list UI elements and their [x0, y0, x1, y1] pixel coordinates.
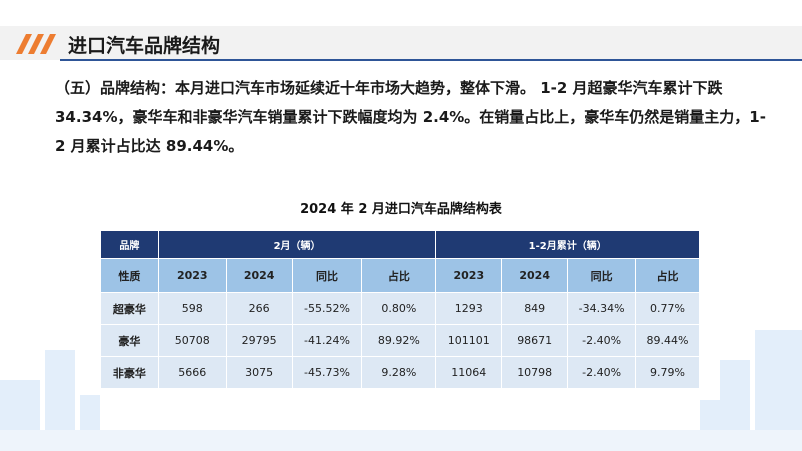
table-cell: 266: [225, 292, 293, 325]
table-cell: 5666: [157, 356, 227, 389]
table-cell: 同比: [567, 258, 637, 293]
table-cell: 0.77%: [635, 292, 700, 325]
table-cell: -34.34%: [567, 292, 637, 325]
table-cell: -2.40%: [567, 324, 637, 357]
table-cell: -55.52%: [291, 292, 363, 325]
table-row: 性质 2023 2024 同比 占比 2023 2024 同比 占比: [100, 258, 700, 293]
table-cell: 2023: [435, 258, 503, 293]
table-cell: 占比: [635, 258, 700, 293]
ground: [0, 430, 802, 451]
table-cell: 11064: [435, 356, 503, 389]
paragraph: （五）品牌结构：本月进口汽车市场延续近十年市场大趋势，整体下滑。 1-2 月超豪…: [55, 79, 766, 155]
table-cell: 9.28%: [361, 356, 437, 389]
table-cell: 2月（辆）: [157, 230, 437, 259]
table-cell: -45.73%: [291, 356, 363, 389]
table-cell: 89.92%: [361, 324, 437, 357]
table-row: 非豪华 5666 3075 -45.73% 9.28% 11064 10798 -2.40% 9…: [100, 356, 700, 389]
table: 品牌 2月（辆） 1-2月累计（辆） 性质 2023 2024 同比 占比 2023 2024 同比…: [100, 230, 700, 389]
table-cell: 0.80%: [361, 292, 437, 325]
table-cell: 598: [157, 292, 227, 325]
table-cell: -2.40%: [567, 356, 637, 389]
table-cell: 29795: [225, 324, 293, 357]
slash: [28, 34, 44, 54]
table-row: 豪华 50708 29795 -41.24% 89.92% 101101 98671 -2.4…: [100, 324, 700, 357]
table-cell: 50708: [157, 324, 227, 357]
table-cell: 98671: [501, 324, 569, 357]
table-cell: 1-2月累计（辆）: [435, 230, 700, 259]
table-cell: 非豪华: [100, 356, 159, 389]
table-cell: -41.24%: [291, 324, 363, 357]
table-cell: 性质: [100, 258, 159, 293]
slash: [16, 34, 32, 54]
slash: [40, 34, 56, 54]
table-cell: 2024: [225, 258, 293, 293]
table-cell: 10798: [501, 356, 569, 389]
table-cell: 9.79%: [635, 356, 700, 389]
table-cell: 89.44%: [635, 324, 700, 357]
table-cell: 1293: [435, 292, 503, 325]
table-cell: 品牌: [100, 230, 159, 259]
table-cell: 849: [501, 292, 569, 325]
table-cell: 101101: [435, 324, 503, 357]
table-cell: 超豪华: [100, 292, 159, 325]
table-cell: 2024: [501, 258, 569, 293]
table-row: 超豪华 598 266 -55.52% 0.80% 1293 849 -34.34% 0.77%: [100, 292, 700, 325]
table-cell: 3075: [225, 356, 293, 389]
table-cell: 占比: [361, 258, 437, 293]
header-band: [0, 26, 802, 60]
table-cell: 豪华: [100, 324, 159, 357]
table-cell: 2023: [157, 258, 227, 293]
header-title: 进口汽车品牌结构: [68, 35, 221, 57]
table-cell: 同比: [291, 258, 363, 293]
table-row: 品牌 2月（辆） 1-2月累计（辆）: [100, 230, 700, 259]
table-title: 2024 年 2 月进口汽车品牌结构表: [300, 202, 502, 217]
